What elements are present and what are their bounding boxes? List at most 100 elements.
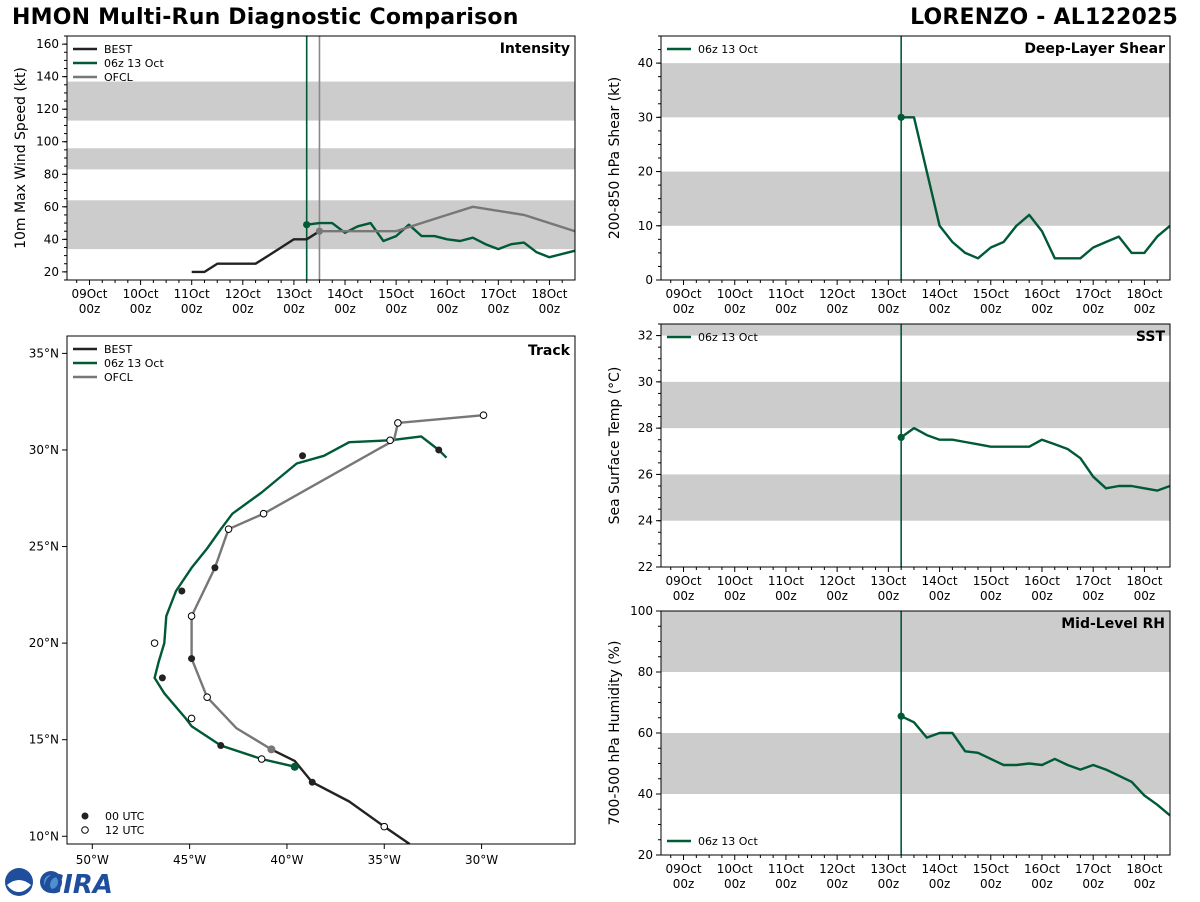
shaded-band	[67, 81, 575, 121]
x-tick-label: 11Oct	[174, 287, 210, 301]
x-tick-hour-label: 00z	[488, 302, 510, 316]
x-tick-label: 16Oct	[1024, 862, 1060, 876]
x-tick-label: 17Oct	[1075, 862, 1111, 876]
x-tick-hour-label: 00z	[929, 877, 951, 891]
x-tick-label: 18Oct	[1126, 287, 1162, 301]
x-tick-label: 45°W	[173, 853, 206, 867]
y-tick-label: 20	[638, 848, 653, 862]
x-tick-hour-label: 00z	[929, 302, 951, 316]
shaded-band	[661, 611, 1170, 672]
y-tick-label: 15°N	[29, 733, 59, 747]
track-point-00utc	[158, 674, 166, 682]
series-line-best	[191, 230, 321, 274]
x-tick-hour-label: 00z	[826, 589, 848, 603]
track-point-00utc	[217, 741, 225, 749]
x-tick-label: 13Oct	[870, 287, 906, 301]
track-point-00utc	[178, 587, 186, 595]
x-tick-hour-label: 00z	[878, 589, 900, 603]
panel-title: Intensity	[500, 41, 570, 57]
track-point-12utc	[394, 419, 402, 427]
legend-label: 06z 13 Oct	[698, 331, 758, 344]
x-tick-hour-label: 00z	[980, 877, 1002, 891]
x-tick-hour-label: 00z	[775, 877, 797, 891]
x-tick-hour-label: 00z	[673, 589, 695, 603]
track-line-best	[270, 748, 411, 844]
y-tick-label: 160	[36, 37, 59, 51]
series-line-ofcl	[319, 205, 575, 233]
x-tick-hour-label: 00z	[232, 302, 254, 316]
y-tick-label: 100	[630, 604, 653, 618]
x-tick-hour-label: 00z	[724, 589, 746, 603]
intensity-plot-area	[67, 36, 575, 280]
y-tick-label: 20	[44, 265, 59, 279]
x-tick-label: 12Oct	[819, 574, 855, 588]
legend-marker-00utc	[81, 812, 89, 820]
panel-title: Deep-Layer Shear	[1024, 41, 1165, 57]
x-tick-hour-label: 00z	[724, 302, 746, 316]
legend-label: BEST	[104, 43, 132, 56]
x-tick-label: 12Oct	[225, 287, 261, 301]
track-line-06z-13-oct	[153, 435, 448, 768]
track-point-00utc	[188, 655, 196, 663]
x-tick-hour-label: 00z	[181, 302, 203, 316]
x-tick-hour-label: 00z	[1134, 589, 1156, 603]
x-tick-hour-label: 00z	[775, 589, 797, 603]
logo-text: CIRA	[44, 870, 113, 898]
x-tick-hour-label: 00z	[1031, 877, 1053, 891]
x-tick-label: 12Oct	[819, 862, 855, 876]
x-tick-label: 15Oct	[378, 287, 414, 301]
y-tick-label: 60	[44, 200, 59, 214]
series-line-06z-13-oct	[900, 426, 1170, 492]
sst-frame	[660, 323, 1171, 568]
legend-label: OFCL	[104, 371, 134, 384]
x-tick-label: 16Oct	[1024, 574, 1060, 588]
x-tick-hour-label: 00z	[929, 589, 951, 603]
x-tick-label: 11Oct	[768, 574, 804, 588]
y-tick-label: 28	[638, 421, 653, 435]
x-tick-label: 17Oct	[1075, 574, 1111, 588]
x-tick-label: 14Oct	[922, 574, 958, 588]
y-tick-label: 80	[638, 665, 653, 679]
x-tick-label: 09Oct	[666, 287, 702, 301]
cira-logo: CIRA	[4, 866, 116, 900]
x-tick-label: 15Oct	[973, 287, 1009, 301]
y-tick-label: 140	[36, 70, 59, 84]
x-tick-hour-label: 00z	[539, 302, 561, 316]
y-tick-label: 60	[638, 726, 653, 740]
y-axis-label: Sea Surface Temp (°C)	[607, 367, 623, 525]
y-axis-label: 700-500 hPa Humidity (%)	[607, 641, 623, 826]
track-point-00utc	[211, 564, 219, 572]
x-tick-hour-label: 00z	[1031, 302, 1053, 316]
y-tick-label: 10°N	[29, 829, 59, 843]
sst-plot-area	[661, 324, 1170, 567]
y-tick-label: 22	[638, 560, 653, 574]
legend-label: 00 UTC	[105, 810, 145, 823]
x-tick-label: 10Oct	[717, 574, 753, 588]
legend-label: 06z 13 Oct	[104, 357, 164, 370]
x-tick-hour-label: 00z	[436, 302, 458, 316]
series-start-point	[303, 221, 311, 229]
x-tick-hour-label: 00z	[673, 302, 695, 316]
track-point-00utc	[299, 452, 307, 460]
x-tick-hour-label: 00z	[79, 302, 101, 316]
series-line-06z-13-oct	[901, 116, 1170, 260]
y-tick-label: 100	[36, 135, 59, 149]
y-tick-label: 20	[638, 165, 653, 179]
shaded-band	[661, 381, 1170, 429]
x-tick-hour-label: 00z	[980, 589, 1002, 603]
y-tick-label: 40	[638, 56, 653, 70]
x-tick-label: 14Oct	[922, 287, 958, 301]
x-tick-label: 09Oct	[666, 574, 702, 588]
track-plot-area	[150, 411, 488, 844]
legend-label: 12 UTC	[105, 824, 145, 837]
legend-label: OFCL	[104, 71, 134, 84]
x-tick-label: 13Oct	[276, 287, 312, 301]
legend-label: BEST	[104, 343, 132, 356]
x-tick-hour-label: 00z	[1082, 589, 1104, 603]
shear-plot-area	[661, 36, 1170, 280]
y-tick-label: 0	[645, 273, 653, 287]
x-tick-hour-label: 00z	[1031, 589, 1053, 603]
x-tick-hour-label: 00z	[283, 302, 305, 316]
y-tick-label: 24	[638, 514, 653, 528]
